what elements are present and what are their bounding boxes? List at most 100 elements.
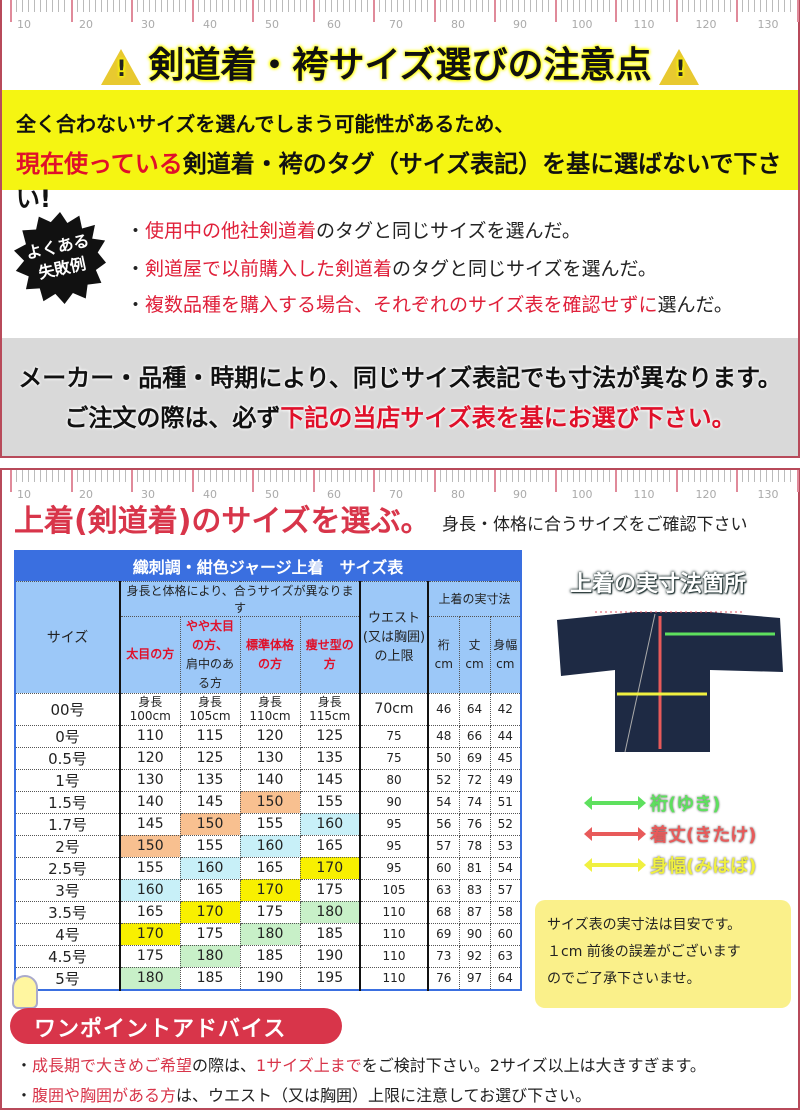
note-line: サイズ表の実寸法は目安です。 bbox=[547, 917, 742, 933]
height-cell: 170 bbox=[299, 856, 361, 880]
ruler-tick bbox=[143, 470, 145, 482]
ruler-tick bbox=[590, 470, 592, 482]
height-cell: 180 bbox=[119, 966, 181, 990]
ruler-tick bbox=[669, 0, 671, 12]
actual-cell: 63 bbox=[489, 944, 522, 968]
collar-line bbox=[624, 613, 656, 753]
ruler-tick bbox=[693, 0, 695, 12]
ruler-tick bbox=[699, 0, 701, 12]
size-header: サイズ bbox=[14, 580, 121, 694]
body-type-red: 標準体格の方 bbox=[245, 637, 294, 671]
actual-group-header: 上着の実寸法 bbox=[427, 580, 522, 617]
table-row: 0号 110 115 120 125 75 48 66 44 bbox=[14, 724, 522, 748]
highlighted-text: 複数品種を購入する場合、それぞれのサイズ表を確認せずに bbox=[145, 294, 658, 316]
ruler-tick bbox=[512, 470, 514, 482]
ruler-tick bbox=[76, 0, 78, 12]
mistake-item: ・剣道屋で以前購入した剣道着のタグと同じサイズを選んだ。 bbox=[126, 254, 657, 281]
ruler-tick bbox=[663, 470, 665, 482]
ruler-tick bbox=[197, 0, 199, 12]
ruler-tick bbox=[64, 0, 66, 12]
text-segment: 剣道着・袴のタグ（サイズ表記）を基に選ばないで下さい! bbox=[16, 150, 782, 213]
waist-cell: 75 bbox=[359, 746, 429, 770]
actual-header: 裄 cm bbox=[427, 615, 460, 694]
ruler-tick bbox=[185, 470, 187, 482]
table-row: 1号 130 135 140 145 80 52 72 49 bbox=[14, 768, 522, 792]
ruler-tick bbox=[366, 0, 368, 12]
ruler-tick bbox=[34, 0, 36, 12]
ruler-tick bbox=[433, 0, 436, 22]
height-cell: 185 bbox=[179, 966, 241, 990]
ruler-tick bbox=[572, 0, 574, 12]
ruler-tick bbox=[391, 470, 393, 482]
notice-line-1: メーカー・品種・時期により、同じサイズ表記でも寸法が異なります。 bbox=[2, 358, 798, 393]
ruler-number: 130 bbox=[757, 18, 779, 31]
actual-cell: 63 bbox=[427, 878, 460, 902]
ruler-tick bbox=[699, 470, 701, 482]
actual-cell: 78 bbox=[458, 834, 491, 858]
ruler-tick bbox=[70, 0, 73, 22]
text-segment: メーカー・品種・時期により、同じサイズ表記でも寸法が異なります。 bbox=[18, 364, 782, 392]
ruler-tick bbox=[487, 470, 489, 482]
ruler-tick bbox=[276, 0, 278, 12]
ruler-tick bbox=[736, 0, 738, 22]
height-cell: 180 bbox=[239, 922, 301, 946]
ruler-tick bbox=[427, 470, 429, 482]
ruler-tick bbox=[742, 470, 744, 482]
waist-cell: 110 bbox=[359, 900, 429, 924]
ruler-number: 70 bbox=[389, 488, 403, 501]
actual-cell: 51 bbox=[489, 790, 522, 814]
height-cell: 175 bbox=[239, 900, 301, 924]
ruler-tick bbox=[294, 0, 296, 12]
section-title: 上着(剣道着)のサイズを選ぶ。 bbox=[14, 504, 431, 539]
double-arrow-icon bbox=[584, 796, 646, 810]
ruler-tick bbox=[608, 0, 610, 12]
ruler-tick bbox=[270, 0, 272, 12]
ruler-tick bbox=[264, 0, 266, 12]
ruler-tick bbox=[596, 470, 598, 482]
ruler-tick bbox=[621, 470, 623, 482]
ruler-decoration: 10 20 30 40 50 60 70 80 90 100 110 120 130 bbox=[2, 470, 799, 514]
height-cell: 155 bbox=[179, 834, 241, 858]
ruler-tick bbox=[627, 0, 629, 12]
legend-item: 着丈(きたけ) bbox=[584, 821, 756, 847]
text-segment: ご注文の際は、必ず bbox=[64, 404, 281, 432]
ruler-tick bbox=[657, 470, 659, 482]
ruler-tick bbox=[294, 470, 296, 482]
table-row: 1.7号 145 150 155 160 95 56 76 52 bbox=[14, 812, 522, 836]
ruler-tick bbox=[748, 0, 750, 12]
ruler-tick bbox=[288, 0, 290, 12]
ruler-tick bbox=[88, 470, 90, 482]
ruler-tick bbox=[330, 470, 332, 482]
ruler-number: 40 bbox=[203, 488, 217, 501]
ruler-tick bbox=[494, 0, 496, 22]
ruler-tick bbox=[179, 470, 181, 482]
actual-cell: 42 bbox=[489, 692, 522, 726]
ruler-tick bbox=[306, 470, 308, 482]
ruler-tick bbox=[167, 470, 169, 482]
mistake-item: ・複数品種を購入する場合、それぞれのサイズ表を確認せずに選んだ。 bbox=[126, 290, 733, 317]
ruler-tick bbox=[705, 470, 707, 482]
actual-cell: 66 bbox=[458, 724, 491, 748]
ruler-tick bbox=[155, 0, 157, 12]
ruler-tick bbox=[548, 470, 550, 482]
ruler-tick bbox=[518, 0, 520, 12]
ruler-tick bbox=[754, 470, 756, 482]
text-segment: ・ bbox=[126, 258, 146, 280]
size-cell: 1号 bbox=[14, 768, 121, 792]
ruler-tick bbox=[324, 0, 326, 12]
ruler-tick bbox=[790, 470, 792, 482]
height-cell: 125 bbox=[299, 724, 361, 748]
ruler-tick bbox=[264, 470, 266, 482]
ruler-tick bbox=[754, 0, 756, 12]
ruler-tick bbox=[457, 470, 459, 482]
ruler-tick bbox=[131, 470, 133, 492]
height-group-header: 身長と体格により、合うサイズが異なります bbox=[119, 580, 361, 617]
ruler-tick bbox=[403, 0, 405, 12]
ruler-tick bbox=[481, 0, 483, 12]
height-cell: 130 bbox=[119, 768, 181, 792]
ruler-tick bbox=[22, 470, 24, 482]
ruler-number: 30 bbox=[141, 488, 155, 501]
actual-cell: 46 bbox=[427, 692, 460, 726]
note-line: １cm 前後の誤差がございます bbox=[547, 944, 741, 960]
ruler-tick bbox=[548, 0, 550, 12]
